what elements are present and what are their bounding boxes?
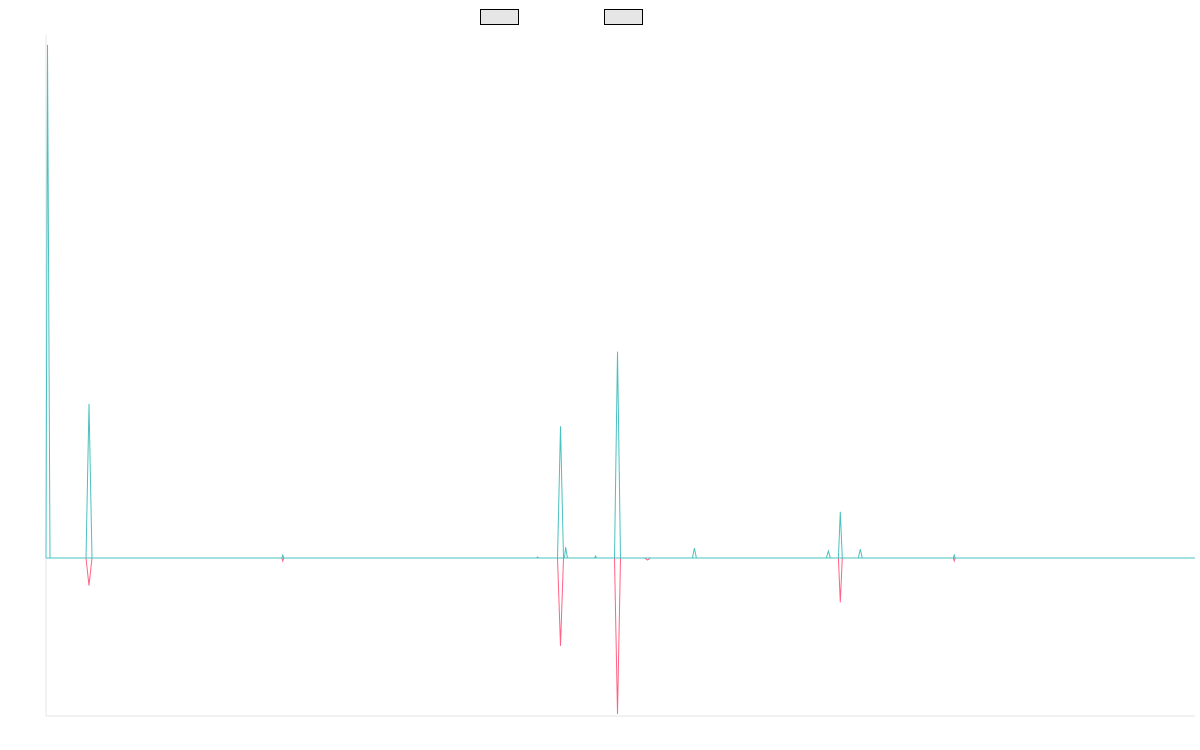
legend-swatch-series-1[interactable]	[480, 9, 519, 25]
series-line-2	[46, 557, 1195, 715]
series-line-1	[45, 44, 1195, 559]
legend-swatch-series-2[interactable]	[604, 9, 643, 25]
